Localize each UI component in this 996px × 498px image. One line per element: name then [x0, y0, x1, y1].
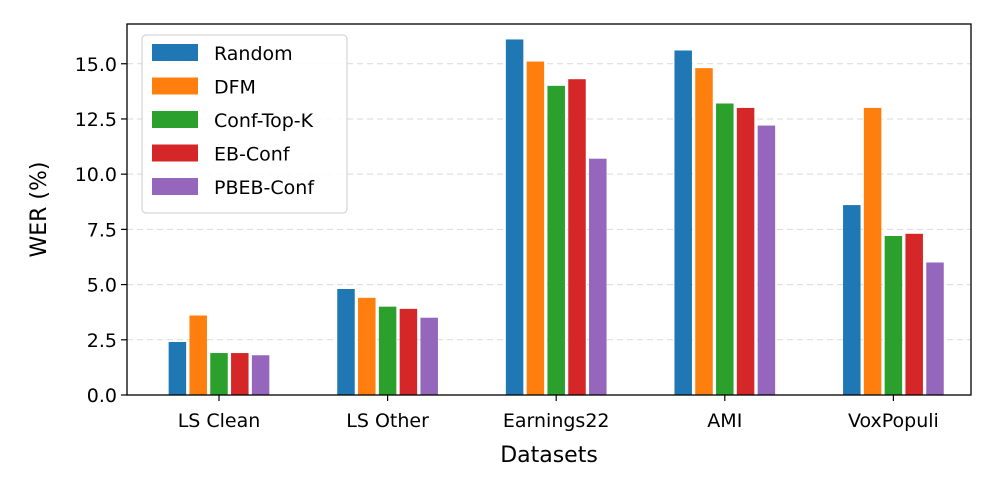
- bar: [589, 158, 607, 395]
- x-axis-label: Datasets: [500, 443, 598, 468]
- x-tick-label: AMI: [707, 410, 742, 432]
- y-tick-label: 12.5: [75, 109, 117, 131]
- bar: [674, 50, 692, 395]
- bar: [210, 353, 228, 395]
- bar: [695, 68, 713, 396]
- legend-label: EB-Conf: [214, 144, 291, 166]
- y-tick-label: 5.0: [87, 275, 117, 297]
- y-tick-label: 7.5: [87, 219, 117, 241]
- bar: [757, 125, 776, 395]
- bar: [843, 205, 861, 395]
- bar: [884, 236, 903, 395]
- y-tick-label: 15.0: [75, 54, 117, 76]
- plot-frame: [126, 23, 972, 396]
- y-tick-label: 2.5: [87, 330, 117, 352]
- bar: [505, 39, 524, 395]
- legend-label: PBEB-Conf: [214, 177, 315, 199]
- bar: [905, 233, 923, 395]
- bar: [358, 297, 376, 395]
- bar: [863, 107, 882, 396]
- y-tick-label: 10.0: [75, 164, 117, 186]
- bar: [926, 262, 944, 395]
- y-axis-label: WER (%): [27, 161, 52, 257]
- legend-swatch: [152, 77, 198, 95]
- bar: [547, 85, 565, 395]
- x-tick-label: LS Other: [346, 410, 429, 432]
- x-axis: LS Clean LS Other Earnings22 AMI VoxPopuli: [178, 395, 939, 432]
- x-tick-label: VoxPopuli: [848, 410, 939, 432]
- bar: [337, 289, 355, 395]
- bar: [716, 103, 734, 395]
- bars: [168, 39, 944, 396]
- bar: [231, 353, 249, 395]
- legend-label: Random: [214, 43, 293, 65]
- x-tick-label: LS Clean: [178, 410, 261, 432]
- bar: [736, 107, 755, 396]
- legend-label: Conf-Top-K: [214, 110, 314, 132]
- bar: [378, 306, 397, 395]
- bar: [189, 315, 207, 395]
- legend-swatch: [152, 144, 198, 162]
- y-tick-label: 0.0: [87, 385, 117, 407]
- legend: Random DFM Conf-Top-K EB-Conf PBEB-Conf: [141, 34, 348, 214]
- bar: [568, 79, 586, 395]
- legend-swatch: [152, 111, 198, 128]
- y-axis: 0.0 2.5 5.0 7.5 10.0 12.5 15.0: [75, 54, 127, 407]
- bar: [526, 61, 545, 396]
- bar: [251, 355, 270, 395]
- x-tick-label: Earnings22: [503, 410, 610, 432]
- bar: [420, 317, 438, 395]
- legend-swatch: [152, 178, 198, 195]
- legend-label: DFM: [214, 77, 256, 99]
- bar: [168, 342, 187, 395]
- legend-swatch: [152, 44, 198, 61]
- bar: [399, 308, 418, 395]
